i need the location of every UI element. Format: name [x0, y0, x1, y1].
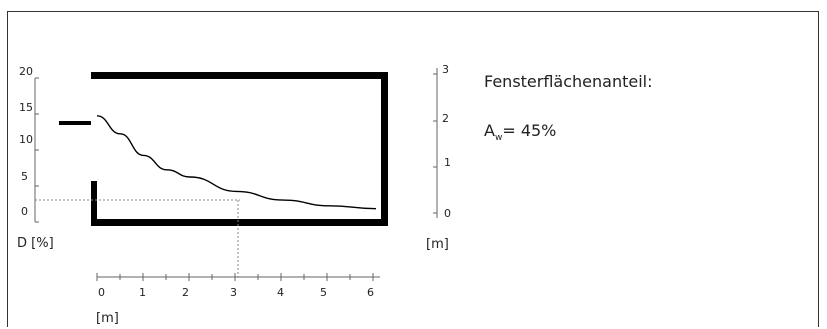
info-subscript: w: [495, 133, 502, 143]
right-tick-1: 1: [444, 156, 451, 169]
info-block: Fensterflächenanteil: Aw= 45%: [484, 72, 653, 143]
bottom-tick-3: 3: [230, 286, 237, 299]
window-sill-wall: [91, 181, 97, 226]
bottom-tick-5: 5: [320, 286, 327, 299]
right-tick-3: 3: [442, 63, 449, 76]
left-tick-15: 15: [19, 101, 33, 114]
bottom-tick-0: 0: [98, 286, 105, 299]
bottom-tick-1: 1: [139, 286, 146, 299]
info-symbol: A: [484, 121, 495, 140]
bottom-axis-unit: [m]: [96, 311, 119, 326]
ceiling-wall: [91, 72, 388, 79]
right-tick-0: 0: [444, 207, 451, 220]
bottom-tick-2: 2: [182, 286, 189, 299]
bottom-tick-4: 4: [277, 286, 284, 299]
info-value: = 45%: [502, 121, 556, 140]
daylight-factor-curve: [96, 115, 377, 210]
back-wall: [381, 72, 388, 226]
right-tick-2: 2: [442, 112, 449, 125]
right-axis: 3 2 1 0 [m]: [426, 63, 451, 252]
window-overhang: [59, 121, 91, 125]
left-axis: 20 15 10 5 0 D [%]: [17, 65, 54, 251]
room-section: [59, 72, 388, 226]
left-tick-0: 0: [21, 205, 28, 218]
bottom-axis: 0 1 2 3 4 5 6 [m]: [96, 273, 380, 326]
left-tick-5: 5: [21, 170, 28, 183]
left-tick-20: 20: [19, 65, 33, 78]
info-title: Fensterflächenanteil:: [484, 72, 653, 91]
bottom-tick-6: 6: [367, 286, 374, 299]
figure-frame: [7, 11, 819, 327]
floor-wall: [91, 219, 388, 226]
info-formula: Aw= 45%: [484, 121, 556, 143]
left-axis-label: D [%]: [17, 236, 54, 251]
left-tick-10: 10: [19, 133, 33, 146]
right-axis-unit: [m]: [426, 237, 449, 252]
